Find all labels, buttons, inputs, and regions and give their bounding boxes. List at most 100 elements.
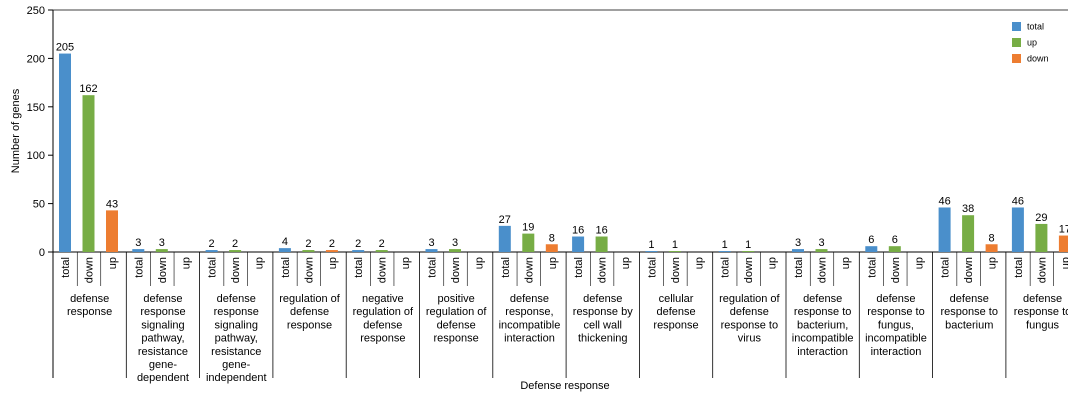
bar-category-label: total: [940, 257, 952, 278]
bar-category-label: down: [670, 257, 682, 283]
legend-label: total: [1027, 22, 1044, 32]
bar-category-label: total: [133, 257, 145, 278]
bar-category-label: up: [693, 257, 705, 269]
bar-category-label: up: [107, 257, 119, 269]
bar-total: [792, 249, 804, 252]
group-label: regulation of defense response to virus: [719, 293, 780, 345]
bar-category-label: down: [84, 257, 96, 283]
bar-category-label: total: [500, 257, 512, 278]
bar-down: [742, 251, 755, 252]
group-label: defense response signaling pathway, resistan…: [206, 293, 267, 384]
bar-value-label: 205: [56, 42, 74, 54]
bar-total: [498, 225, 511, 252]
bar-down: [155, 249, 168, 252]
bar-value-label: 46: [938, 195, 950, 207]
bar-category-label: down: [890, 257, 902, 283]
bar-value-label: 3: [159, 237, 165, 249]
bar-up: [1058, 235, 1068, 252]
bar-value-label: 3: [818, 237, 824, 249]
bar-total: [205, 250, 218, 252]
bar-category-label: down: [230, 257, 242, 283]
legend-label: up: [1027, 38, 1037, 48]
bar-category-label: total: [1013, 257, 1025, 278]
legend-swatch-up: [1012, 38, 1021, 47]
bar-total: [425, 249, 438, 252]
bar-value-label: 1: [745, 239, 751, 251]
bar-value-label: 38: [962, 203, 974, 215]
group-label: negative regulation of defense response: [353, 293, 414, 345]
group-label: defense response signaling pathway, resistan…: [137, 293, 189, 384]
bar-category-label: total: [427, 257, 439, 278]
group-label: defense response to fungus, incompatible int…: [865, 293, 927, 358]
bar-total: [645, 251, 658, 252]
bar-down: [449, 249, 461, 252]
bar-down: [522, 233, 535, 252]
bar-category-label: up: [474, 257, 486, 269]
bar-value-label: 16: [595, 225, 607, 237]
bar-category-label: total: [353, 257, 365, 278]
bar-total: [1011, 207, 1024, 252]
bar-category-label: up: [547, 257, 559, 269]
bar-value-label: 2: [305, 238, 311, 250]
bar-value-label: 1: [648, 239, 654, 251]
bar-value-label: 2: [355, 238, 361, 250]
bar-category-label: down: [450, 257, 462, 283]
bar-down: [668, 251, 681, 252]
bar-value-label: 19: [522, 222, 534, 234]
bar-category-label: down: [743, 257, 755, 283]
bar-category-label: up: [254, 257, 266, 269]
bar-total: [865, 246, 878, 252]
bar-category-label: down: [157, 257, 169, 283]
bar-value-label: 8: [549, 232, 555, 244]
y-tick-label: 100: [27, 150, 45, 162]
bar-value-label: 1: [722, 239, 728, 251]
bar-up: [545, 244, 558, 252]
bar-category-label: total: [866, 257, 878, 278]
bar-down: [375, 250, 388, 252]
bar-category-label: up: [620, 257, 632, 269]
bar-down: [1035, 223, 1048, 252]
group-label: positive regulation of defense response: [426, 293, 487, 345]
bar-value-label: 3: [452, 237, 458, 249]
y-tick-label: 250: [27, 5, 45, 17]
y-tick-label: 0: [39, 247, 45, 259]
bar-category-label: up: [767, 257, 779, 269]
bar-category-label: total: [207, 257, 219, 278]
bar-value-label: 3: [428, 237, 434, 249]
y-tick-label: 150: [27, 102, 45, 114]
bar-category-label: down: [1036, 257, 1048, 283]
bar-category-label: up: [400, 257, 412, 269]
bar-value-label: 2: [329, 238, 335, 250]
bar-category-label: total: [793, 257, 805, 278]
x-axis-title: Defense response: [520, 380, 609, 392]
legend-swatch-total: [1012, 22, 1021, 31]
group-label: defense response to fungus: [1014, 293, 1068, 331]
bar-down: [302, 250, 315, 252]
y-axis-title: Number of genes: [10, 88, 22, 173]
group-label: cellular defense response: [653, 293, 698, 331]
bar-value-label: 3: [135, 237, 141, 249]
bar-total: [59, 53, 71, 253]
bar-total: [718, 251, 731, 252]
y-tick-label: 200: [27, 53, 45, 65]
bar-category-label: down: [377, 257, 389, 283]
bar-total: [278, 248, 291, 252]
bar-down: [962, 215, 975, 252]
bar-value-label: 8: [989, 232, 995, 244]
bar-total: [572, 236, 585, 252]
bar-category-label: down: [817, 257, 829, 283]
bar-value-label: 16: [572, 225, 584, 237]
bar-category-label: up: [1060, 257, 1068, 269]
bar-up: [106, 210, 118, 252]
bar-total: [352, 250, 365, 252]
legend-swatch-down: [1012, 54, 1021, 63]
bar-category-label: down: [963, 257, 975, 283]
bar-value-label: 2: [379, 238, 385, 250]
bar-down: [888, 246, 901, 252]
bar-category-label: up: [180, 257, 192, 269]
group-label: defense response by cell wall thickening: [573, 293, 633, 345]
bar-value-label: 6: [868, 234, 874, 246]
bar-category-label: total: [60, 257, 72, 278]
bar-category-label: up: [840, 257, 852, 269]
